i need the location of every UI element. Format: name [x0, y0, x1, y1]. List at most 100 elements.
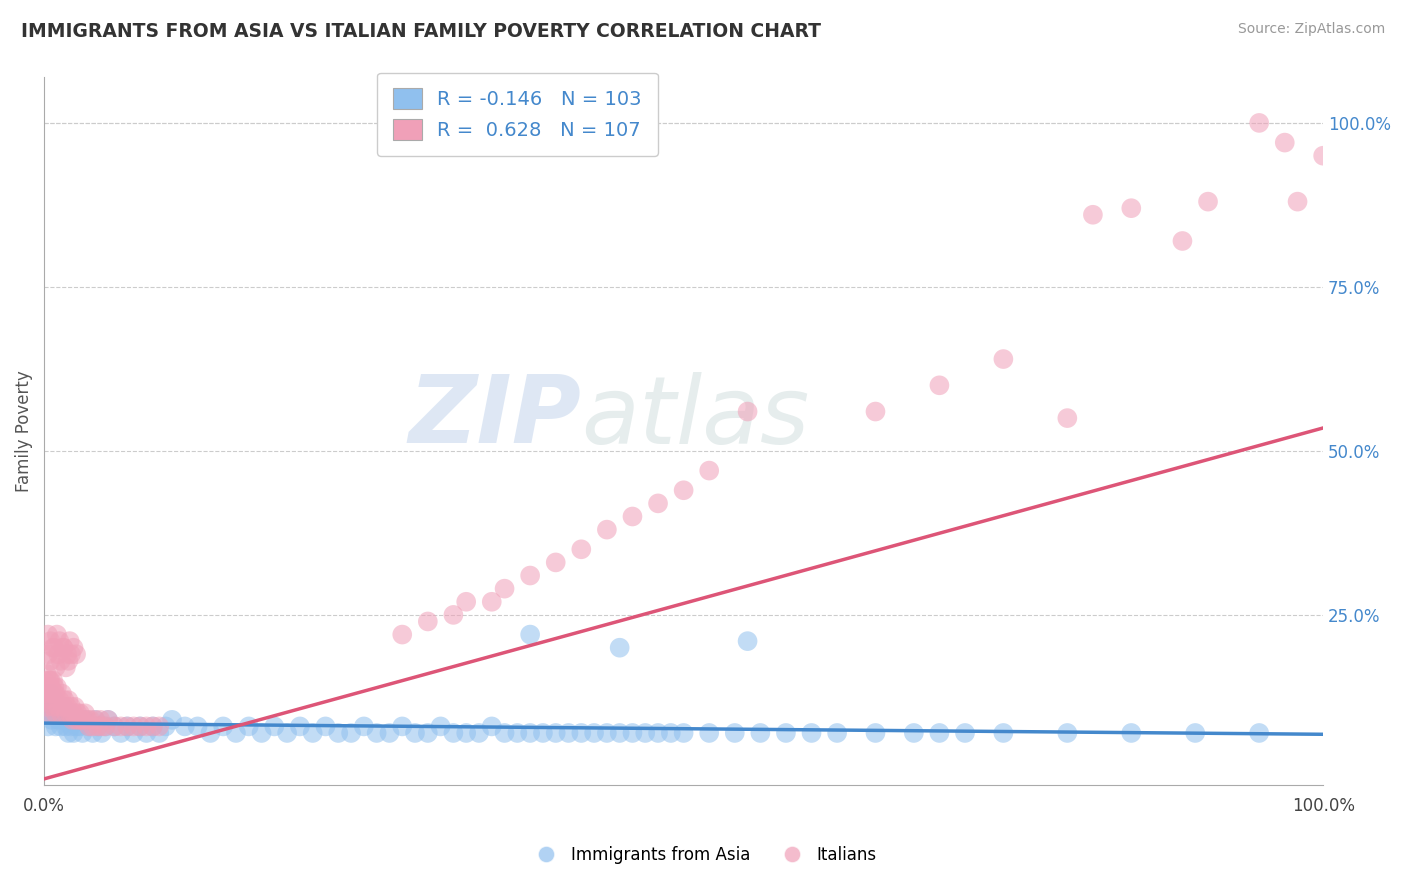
Point	[46, 647, 69, 661]
Point	[53, 693, 76, 707]
Point	[544, 726, 567, 740]
Point	[494, 582, 516, 596]
Point	[87, 719, 110, 733]
Point	[1121, 201, 1143, 215]
Point	[60, 713, 83, 727]
Point	[276, 726, 298, 740]
Point	[506, 726, 529, 740]
Point	[117, 719, 139, 733]
Point	[55, 719, 77, 733]
Point	[65, 647, 87, 661]
Point	[775, 726, 797, 740]
Point	[1056, 411, 1078, 425]
Point	[37, 719, 59, 733]
Point	[103, 719, 125, 733]
Point	[52, 699, 75, 714]
Point	[416, 615, 439, 629]
Point	[865, 404, 887, 418]
Point	[135, 719, 157, 733]
Point	[353, 719, 375, 733]
Point	[37, 687, 59, 701]
Legend: R = -0.146   N = 103, R =  0.628   N = 107: R = -0.146 N = 103, R = 0.628 N = 107	[377, 72, 658, 156]
Point	[391, 719, 413, 733]
Point	[39, 673, 62, 688]
Point	[39, 654, 62, 668]
Point	[288, 719, 311, 733]
Point	[35, 699, 58, 714]
Point	[79, 713, 101, 727]
Point	[48, 634, 70, 648]
Point	[56, 699, 79, 714]
Point	[519, 627, 541, 641]
Point	[429, 719, 451, 733]
Point	[135, 726, 157, 740]
Point	[55, 660, 77, 674]
Point	[67, 713, 90, 727]
Point	[76, 713, 98, 727]
Point	[49, 706, 72, 721]
Point	[456, 595, 478, 609]
Point	[52, 640, 75, 655]
Point	[544, 556, 567, 570]
Point	[97, 713, 120, 727]
Point	[46, 699, 69, 714]
Point	[1249, 726, 1271, 740]
Point	[59, 634, 82, 648]
Point	[73, 713, 96, 727]
Point	[865, 726, 887, 740]
Point	[39, 687, 62, 701]
Point	[48, 693, 70, 707]
Point	[62, 640, 84, 655]
Point	[328, 726, 350, 740]
Point	[596, 523, 619, 537]
Point	[49, 654, 72, 668]
Point	[44, 640, 66, 655]
Point	[366, 726, 388, 740]
Text: IMMIGRANTS FROM ASIA VS ITALIAN FAMILY POVERTY CORRELATION CHART: IMMIGRANTS FROM ASIA VS ITALIAN FAMILY P…	[21, 22, 821, 41]
Text: Source: ZipAtlas.com: Source: ZipAtlas.com	[1237, 22, 1385, 37]
Point	[58, 654, 80, 668]
Point	[45, 627, 67, 641]
Point	[94, 719, 117, 733]
Point	[52, 640, 75, 655]
Point	[749, 726, 772, 740]
Point	[173, 719, 195, 733]
Point	[928, 378, 950, 392]
Text: atlas: atlas	[581, 372, 810, 463]
Point	[82, 726, 104, 740]
Point	[60, 713, 83, 727]
Point	[34, 687, 56, 701]
Point	[39, 680, 62, 694]
Point	[647, 726, 669, 740]
Point	[187, 719, 209, 733]
Point	[69, 706, 91, 721]
Y-axis label: Family Poverty: Family Poverty	[15, 370, 32, 492]
Text: ZIP: ZIP	[408, 371, 581, 463]
Point	[142, 719, 165, 733]
Point	[340, 726, 363, 740]
Point	[87, 719, 110, 733]
Point	[569, 542, 592, 557]
Point	[697, 726, 720, 740]
Point	[44, 693, 66, 707]
Point	[59, 706, 82, 721]
Point	[659, 726, 682, 740]
Point	[59, 706, 82, 721]
Point	[67, 713, 90, 727]
Point	[35, 706, 58, 721]
Point	[62, 706, 84, 721]
Point	[38, 673, 60, 688]
Point	[66, 706, 89, 721]
Point	[56, 647, 79, 661]
Point	[583, 726, 606, 740]
Point	[672, 483, 695, 498]
Point	[56, 713, 79, 727]
Point	[84, 713, 107, 727]
Point	[609, 726, 631, 740]
Point	[62, 726, 84, 740]
Point	[1081, 208, 1104, 222]
Point	[58, 726, 80, 740]
Point	[41, 713, 63, 727]
Point	[42, 706, 65, 721]
Point	[45, 719, 67, 733]
